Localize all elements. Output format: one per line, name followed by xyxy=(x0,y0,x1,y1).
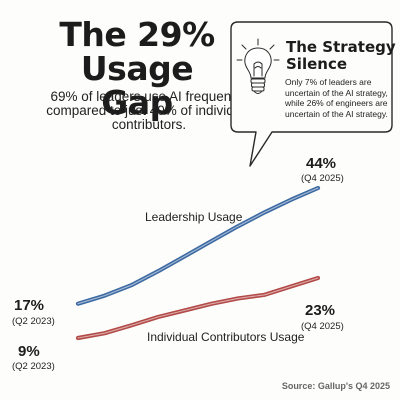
callout-title: The Strategy Silence xyxy=(286,39,396,73)
callout-body: Only 7% of leaders are uncertain of the … xyxy=(285,77,388,119)
headline-title-line2: Usage Gap xyxy=(80,49,194,122)
headline-subtitle: 69% of leaders use AI frequently, compar… xyxy=(46,89,252,132)
callout-title-line1: The Strategy xyxy=(286,38,396,56)
series-line-highlight-contributors xyxy=(77,277,319,339)
series-line-contributors xyxy=(75,275,321,341)
headline-title-line1: The 29% xyxy=(59,15,215,54)
leadership-series-label: Leadership Usage xyxy=(145,210,243,224)
headline-title: The 29% Usage Gap xyxy=(42,18,232,120)
lightbulb-icon xyxy=(236,38,280,94)
leadership-start-date: (Q2 2023) xyxy=(12,316,55,327)
leadership-end-value: 44% xyxy=(306,155,337,172)
leadership-start-value: 17% xyxy=(14,297,45,314)
series-line-leadership xyxy=(75,185,321,306)
contributors-start-value: 9% xyxy=(18,343,40,360)
contributors-end-date: (Q4 2025) xyxy=(301,321,344,332)
source-note: Source: Gallup's Q4 2025 xyxy=(281,381,390,391)
contributors-series-label: Individual Contributors Usage xyxy=(147,330,305,344)
contributors-end-value: 23% xyxy=(305,302,336,319)
callout-title-line2: Silence xyxy=(286,55,348,73)
series-line-highlight-leadership xyxy=(77,187,319,305)
contributors-start-date: (Q2 2023) xyxy=(12,361,55,372)
leadership-end-date: (Q4 2025) xyxy=(301,173,344,184)
